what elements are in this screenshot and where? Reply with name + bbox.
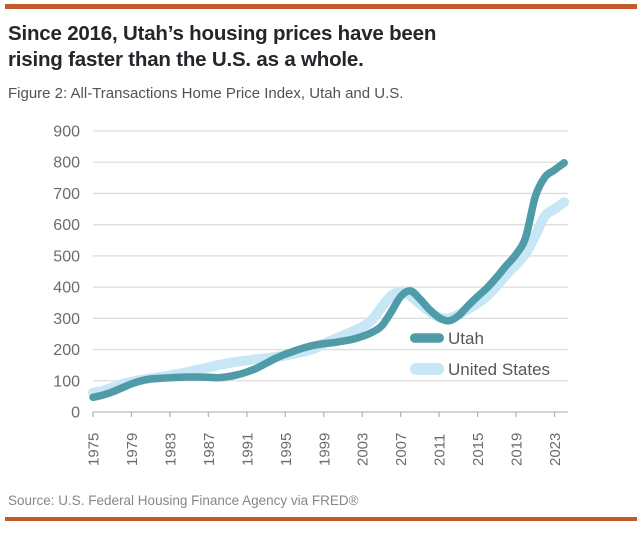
xtick-label-2011: 2011 xyxy=(432,434,449,466)
xtick-label-1979: 1979 xyxy=(124,433,141,466)
ytick-700: 700 xyxy=(53,186,80,203)
ytick-900: 900 xyxy=(53,124,80,141)
ytick-800: 800 xyxy=(53,155,80,172)
top-accent-rule xyxy=(5,4,637,9)
xtick-label-1983: 1983 xyxy=(162,433,179,466)
legend-label-united-states: United States xyxy=(448,360,550,379)
x-axis-ticks xyxy=(92,412,556,417)
xtick-label-2019: 2019 xyxy=(509,433,526,466)
ytick-0: 0 xyxy=(71,405,80,422)
chart-legend: Utah United States xyxy=(410,329,550,379)
legend-swatch-utah xyxy=(410,333,444,343)
figure-caption: Figure 2: All-Transactions Home Price In… xyxy=(8,85,404,102)
ytick-400: 400 xyxy=(53,280,80,297)
xtick-label-1991: 1991 xyxy=(239,433,256,466)
legend-swatch-united-states xyxy=(410,363,444,375)
ytick-200: 200 xyxy=(53,342,80,359)
xtick-label-2007: 2007 xyxy=(393,433,410,466)
ytick-500: 500 xyxy=(53,248,80,265)
xtick-label-1975: 1975 xyxy=(86,433,103,466)
legend-item-united-states: United States xyxy=(410,360,550,379)
series-line-utah xyxy=(89,159,568,402)
legend-item-utah: Utah xyxy=(410,329,484,348)
ytick-600: 600 xyxy=(53,217,80,234)
xtick-label-2023: 2023 xyxy=(547,433,564,466)
xtick-label-1987: 1987 xyxy=(201,433,218,466)
headline-line-1: Since 2016, Utah’s housing prices have b… xyxy=(8,22,437,45)
headline-line-2: rising faster than the U.S. as a whole. xyxy=(8,48,364,71)
chart-headline: Since 2016, Utah’s housing prices have b… xyxy=(8,21,436,73)
x-axis-labels: 1975 1979 1983 1987 1991 1995 1999 2003 2007 2011… xyxy=(86,433,565,466)
xtick-label-2015: 2015 xyxy=(470,433,487,466)
ytick-100: 100 xyxy=(53,373,80,390)
xtick-label-1999: 1999 xyxy=(316,433,333,466)
legend-label-utah: Utah xyxy=(448,329,484,348)
y-axis-labels: 0 100 200 300 400 500 600 700 800 900 xyxy=(53,124,80,422)
ytick-300: 300 xyxy=(53,311,80,328)
bottom-accent-rule xyxy=(5,517,637,521)
xtick-label-1995: 1995 xyxy=(278,433,295,466)
series-lines xyxy=(88,159,570,402)
xtick-label-2003: 2003 xyxy=(355,433,372,466)
hpi-line-chart: 0 100 200 300 400 500 600 700 800 900 1975 1979 1983… xyxy=(53,124,570,466)
source-note: Source: U.S. Federal Housing Finance Age… xyxy=(8,493,359,508)
